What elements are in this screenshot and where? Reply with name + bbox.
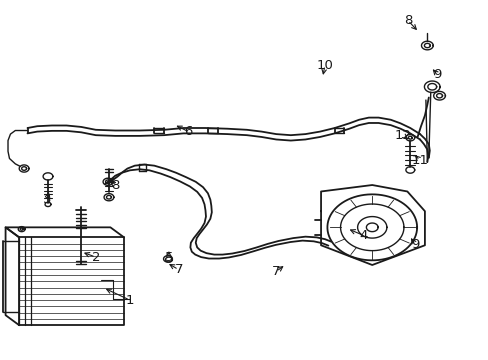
Text: 7: 7: [271, 265, 280, 278]
Text: 4: 4: [359, 229, 367, 242]
Text: 8: 8: [111, 179, 119, 192]
Text: 10: 10: [316, 59, 333, 72]
Text: 8: 8: [403, 14, 411, 27]
Text: 7: 7: [174, 263, 183, 276]
Text: 9: 9: [410, 238, 419, 251]
Text: 6: 6: [184, 125, 192, 138]
Text: 11: 11: [411, 154, 427, 167]
Text: 12: 12: [394, 129, 410, 142]
Text: 2: 2: [91, 251, 100, 264]
Text: 9: 9: [432, 68, 440, 81]
Text: 5: 5: [164, 251, 173, 264]
Text: 1: 1: [125, 294, 134, 307]
Text: 3: 3: [42, 193, 51, 206]
